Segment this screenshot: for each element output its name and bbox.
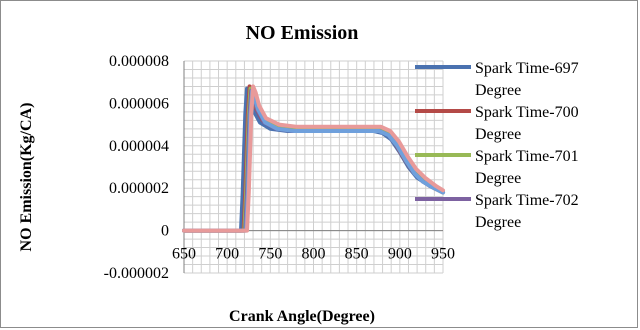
series-layer <box>182 84 445 233</box>
y-tick-label: 0.000008 <box>109 53 169 70</box>
series-line-6 <box>182 84 445 233</box>
x-tick-label: 800 <box>302 246 326 263</box>
legend-label: Spark Time-701 <box>475 148 579 165</box>
y-tick-label: 0.000002 <box>109 180 169 197</box>
x-tick-label: 750 <box>258 246 282 263</box>
x-tick-label: 900 <box>388 246 412 263</box>
y-tick-label: 0 <box>161 223 169 240</box>
legend: Spark Time-697 Degree Spark Time-700 Degree… <box>415 60 579 231</box>
plot-grid <box>183 60 444 274</box>
y-tick-label: 0.000006 <box>109 95 169 112</box>
legend-label-cont: Degree <box>475 126 521 143</box>
x-tick-label: 650 <box>172 246 196 263</box>
x-tick-label: 850 <box>345 246 369 263</box>
x-tick-label: 700 <box>215 246 239 263</box>
legend-label-cont: Degree <box>475 214 521 231</box>
x-axis-title: Crank Angle(Degree) <box>229 308 375 325</box>
y-tick-label: 0.000004 <box>109 138 169 155</box>
legend-label-cont: Degree <box>475 170 521 187</box>
chart-title: NO Emission <box>246 22 359 44</box>
x-tick-label: 950 <box>431 246 455 263</box>
legend-label: Spark Time-697 <box>475 60 579 77</box>
tick-labels: 650 700 750 800 850 900 950 -0.000002 0 0.000002 0… <box>104 53 455 282</box>
legend-label: Spark Time-700 <box>475 104 579 121</box>
legend-label-cont: Degree <box>475 82 521 99</box>
y-axis-title: NO Emission(Kg/CA) <box>18 103 35 252</box>
legend-label: Spark Time-702 <box>475 192 579 209</box>
y-tick-label: -0.000002 <box>104 265 169 282</box>
